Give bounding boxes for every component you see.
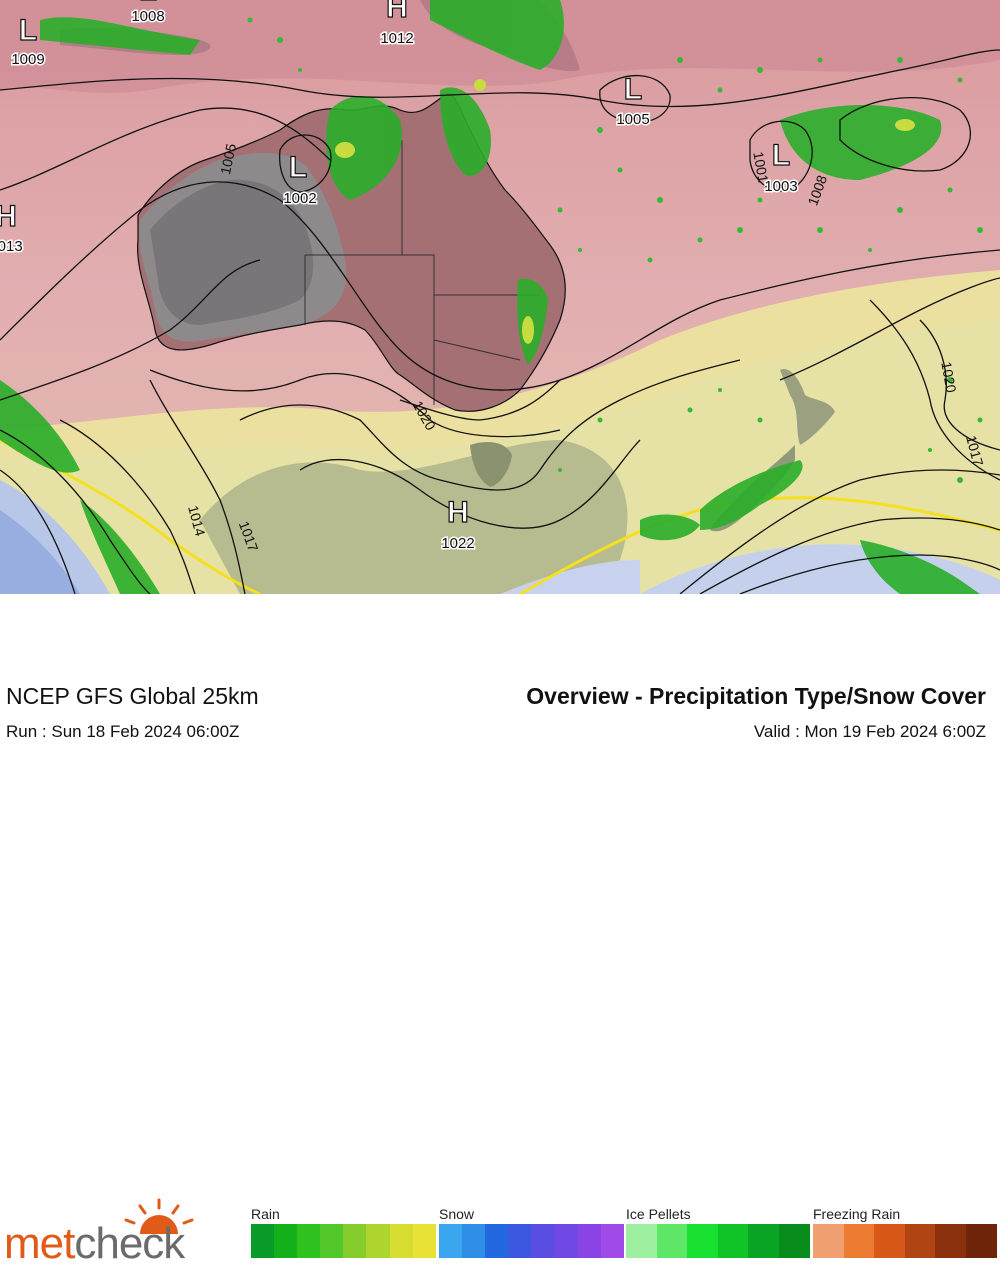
legend-rain-swatch [389, 1224, 413, 1258]
legend-snow-swatch [485, 1224, 509, 1258]
isobar-label: 1020 [938, 360, 959, 394]
legend-footer: metcheck Rain Snow Ice Pellets Freezing … [0, 594, 1000, 1266]
legend-snow-swatch [439, 1224, 463, 1258]
legend-ice-swatch [626, 1224, 657, 1258]
valid-time: Valid : Mon 19 Feb 2024 6:00Z [753, 722, 986, 741]
legend-freezing-swatches [813, 1224, 997, 1258]
legend-freezing-title: Freezing Rain [813, 1206, 901, 1222]
pressure-letter-1005: L [624, 73, 642, 106]
pressure-value-1022: 1022 [441, 535, 474, 552]
pressure-letter-1013: H [0, 200, 17, 233]
legend-rain-swatch [251, 1224, 275, 1258]
legend-freezing-swatch [965, 1224, 997, 1258]
run-time: Run : Sun 18 Feb 2024 06:00Z [6, 722, 240, 741]
isobar-label: 1001 [750, 150, 771, 184]
legend-rain-swatch [320, 1224, 344, 1258]
pressure-value-1013: 1013 [0, 238, 23, 255]
legend-ice-swatches [626, 1224, 810, 1258]
pressure-letter-1002: L [289, 151, 307, 184]
logo-met-text: met [4, 1219, 75, 1268]
legend-freezing-swatch [874, 1224, 905, 1258]
model-name: NCEP GFS Global 25km [6, 683, 259, 709]
legend-snow-swatch [462, 1224, 486, 1258]
legend-ice-swatch [748, 1224, 779, 1258]
tasmania [470, 442, 512, 487]
pressure-value-1003: 1003 [764, 178, 797, 195]
weather-map: L L H L L L H H 1009 1008 1012 1005 1003… [0, 0, 1000, 594]
pressure-letter-1009: L [19, 14, 37, 47]
pressure-letter-1003: L [772, 139, 790, 172]
legend-snow-title: Snow [439, 1206, 475, 1222]
legend-snow-swatch [577, 1224, 601, 1258]
pressure-letter-1012: H [386, 0, 408, 24]
isobar-label: 1005 [217, 142, 239, 176]
legend-rain-title: Rain [251, 1206, 280, 1222]
legend-rain-swatch [343, 1224, 367, 1258]
legend-rain-swatch [274, 1224, 298, 1258]
legend-freezing-swatch [904, 1224, 936, 1258]
pressure-value-1002: 1002 [283, 190, 316, 207]
legend-snow-swatch [531, 1224, 555, 1258]
legend-snow-swatch [554, 1224, 578, 1258]
isobar-label: 1014 [185, 504, 209, 538]
new-zealand-north [780, 369, 835, 445]
legend-snow-swatches [439, 1224, 624, 1258]
legend-rain-swatch [366, 1224, 390, 1258]
isobar-label: 1017 [963, 434, 987, 468]
legend-ice: Ice Pellets [626, 1204, 810, 1258]
pressure-value-1009: 1009 [11, 51, 44, 68]
metcheck-logo: metcheck [4, 1219, 185, 1268]
legend-rain: Rain [251, 1204, 436, 1258]
pressure-value-1008: 1008 [131, 8, 164, 25]
legend-ice-title: Ice Pellets [626, 1206, 691, 1222]
pressure-value-1012: 1012 [380, 30, 413, 47]
map-canvas: L L H L L L H H 1009 1008 1012 1005 1003… [0, 0, 1000, 594]
pressure-letter-1008: L [139, 0, 157, 7]
legend-freezing-swatch [843, 1224, 875, 1258]
legend-snow-swatch [600, 1224, 624, 1258]
pressure-letter-1022: H [447, 496, 469, 529]
legend-rain-swatch [297, 1224, 321, 1258]
legend-freezing-swatch [813, 1224, 844, 1258]
legend-freezing: Freezing Rain [813, 1204, 997, 1258]
pressure-value-1005: 1005 [616, 111, 649, 128]
legend-ice-swatch [778, 1224, 810, 1258]
overview-title: Overview - Precipitation Type/Snow Cover [526, 683, 986, 709]
legend-ice-swatch [687, 1224, 718, 1258]
legend-freezing-swatch [935, 1224, 966, 1258]
legend-snow: Snow [439, 1204, 624, 1258]
legend-snow-swatch [508, 1224, 532, 1258]
legend-ice-swatch [717, 1224, 749, 1258]
logo-check-text: check [74, 1219, 185, 1268]
legend-rain-swatch [412, 1224, 436, 1258]
legend-rain-swatches [251, 1224, 436, 1258]
legend-ice-swatch [656, 1224, 688, 1258]
